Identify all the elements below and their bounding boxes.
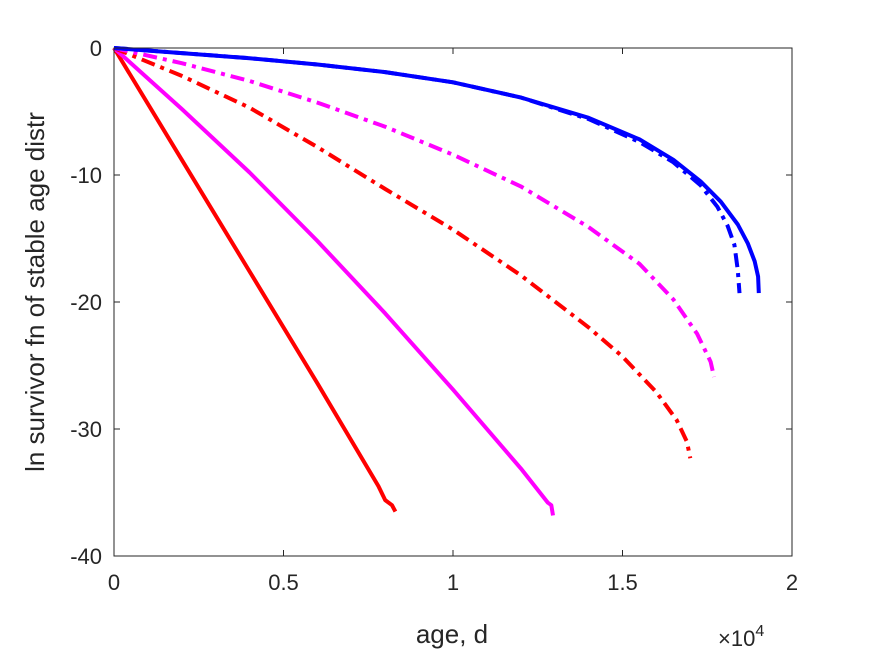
- x-tick-label: 0: [108, 570, 120, 595]
- series-line-5: [113, 46, 742, 294]
- y-tick-label: -30: [70, 417, 102, 442]
- y-tick-label: 0: [90, 36, 102, 61]
- series-line-6: [113, 46, 761, 294]
- x-tick-label: 1: [447, 570, 459, 595]
- series-line-1: [112, 46, 398, 513]
- series-line-4: [113, 46, 716, 378]
- x-axis-exponent-base: ×10: [718, 626, 755, 651]
- y-tick-label: -10: [70, 163, 102, 188]
- series-line-3: [113, 46, 693, 459]
- x-axis-exponent-power: 4: [755, 623, 764, 640]
- y-axis: 0 -10 -20 -30 -40: [70, 36, 792, 569]
- y-axis-label: ln survivor fn of stable age distr: [20, 112, 50, 472]
- y-tick-label: -20: [70, 290, 102, 315]
- series-line-2: [112, 46, 555, 516]
- x-tick-label: 2: [786, 570, 798, 595]
- plot-frame: [113, 47, 793, 557]
- x-axis: 0 0.5 1 1.5 2: [108, 48, 798, 595]
- x-axis-label: age, d: [416, 619, 488, 649]
- series-lines: [112, 46, 761, 516]
- x-axis-exponent: ×104: [718, 623, 764, 651]
- x-tick-label: 1.5: [607, 570, 638, 595]
- y-tick-label: -40: [70, 544, 102, 569]
- x-tick-label: 0.5: [268, 570, 299, 595]
